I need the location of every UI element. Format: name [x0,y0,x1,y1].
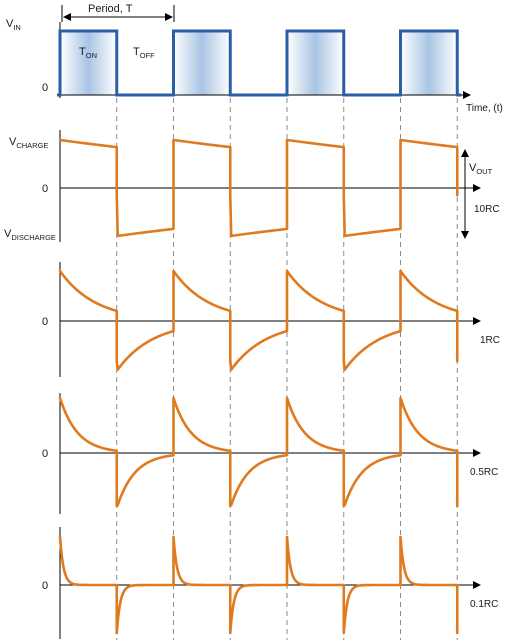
output-waveform [58,396,459,508]
vout-annotations: VCHARGE VDISCHARGE VOUT [4,136,493,242]
trace-rc-label: 0.1RC [470,599,498,610]
pulse-on-fill [60,31,117,95]
trace-10rc: 0 10RC [42,130,500,242]
trace-zero-label: 0 [42,448,48,460]
pulse-on-fill [173,31,231,95]
trace-rc-label: 1RC [480,335,500,346]
input-pulse-panel: Period, T VIN 0 TON TOFF Time, (t) [6,3,503,114]
vdischarge-label: VDISCHARGE [4,228,56,242]
output-waveform [58,269,459,371]
vout-label: VOUT [469,162,493,176]
trace-0p5rc: 0 0.5RC [42,393,498,514]
pulse-on-fill [400,31,458,95]
t-off-label: TOFF [133,46,155,60]
input-square-wave [57,29,462,97]
output-waveform [58,138,459,238]
period-label: Period, T [88,3,133,15]
trace-zero-label: 0 [42,316,48,328]
vcharge-label: VCHARGE [9,136,48,150]
time-axis-label: Time, (t) [466,103,503,114]
pulse-on-fill [287,31,344,95]
t-on-label: TON [79,46,97,60]
trace-zero-label: 0 [42,580,48,592]
vin-label: VIN [6,18,21,32]
input-zero-label: 0 [42,82,48,94]
trace-1rc: 0 1RC [42,262,500,377]
pulse-on-fills [60,31,458,95]
trace-rc-label: 10RC [474,204,500,215]
trace-zero-label: 0 [42,183,48,195]
output-waveform [58,535,459,635]
trace-0p1rc: 0 0.1RC [42,527,498,639]
output-traces: 0 10RC 0 1RC 0 0.5RC 0 0.1RC [42,130,500,639]
trace-rc-label: 0.5RC [470,467,498,478]
